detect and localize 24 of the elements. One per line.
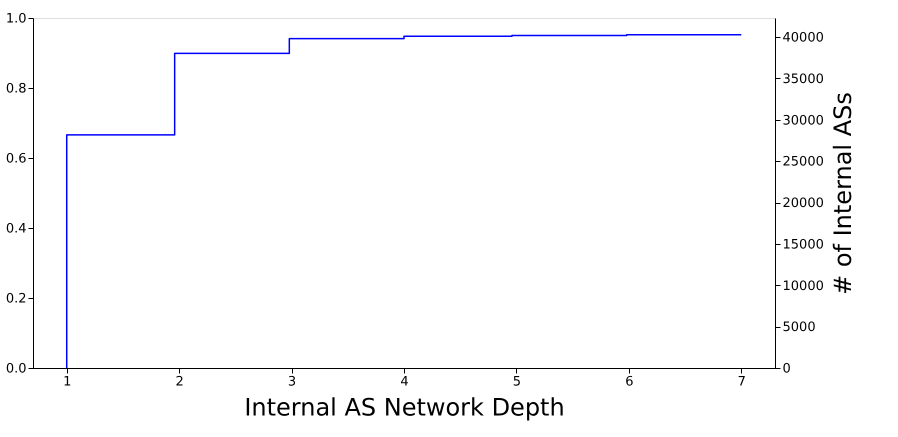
y2-tick-label: 20000 <box>782 196 824 212</box>
y-tick-label: 0.8 <box>6 82 26 96</box>
y2-tick-label: 35000 <box>782 72 824 87</box>
y-tick-label: 0.6 <box>6 152 26 166</box>
y2-tick-label: 15000 <box>782 237 824 252</box>
x-tick-label: 5 <box>512 374 522 390</box>
y2-tick-label: 40000 <box>782 30 824 46</box>
y2-tick-label: 30000 <box>782 113 824 128</box>
x-tick-label: 3 <box>288 374 296 390</box>
y2-axis-title: # of Internal ASs <box>828 92 857 295</box>
x-axis-title: Internal AS Network Depth <box>244 394 565 422</box>
y2-tick-label: 5000 <box>782 320 816 336</box>
x-tick-label: 1 <box>63 374 72 390</box>
y-tick-label: 0.2 <box>6 292 26 306</box>
y-tick-label: 1.0 <box>6 12 26 26</box>
y2-tick-label: 25000 <box>782 154 824 170</box>
x-tick-label: 4 <box>400 374 409 390</box>
x-tick-label: 6 <box>625 374 634 390</box>
y-tick-label: 0.0 <box>6 362 26 376</box>
y2-tick-label: 0 <box>782 362 791 376</box>
y2-tick-label: 10000 <box>782 278 824 294</box>
x-tick-label: 2 <box>176 374 184 390</box>
x-tick-label: 7 <box>738 374 746 390</box>
y-tick-label: 0.4 <box>6 222 26 236</box>
